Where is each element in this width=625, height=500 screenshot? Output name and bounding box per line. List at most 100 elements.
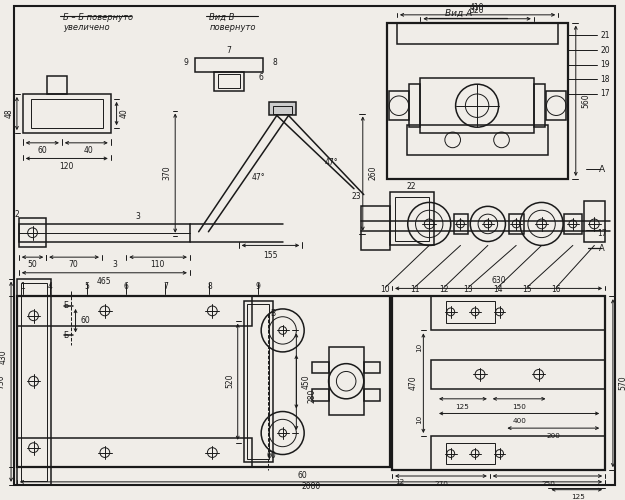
Text: 60: 60 [81, 316, 90, 325]
Text: 60: 60 [266, 451, 276, 460]
Bar [31, 99, 103, 128]
Bar [329, 347, 364, 416]
Text: 1: 1 [21, 282, 25, 291]
Text: 9: 9 [256, 282, 261, 291]
Text: 280: 280 [308, 388, 316, 403]
Bar [392, 296, 605, 470]
Text: 14: 14 [492, 285, 502, 294]
Text: 570: 570 [618, 376, 625, 390]
Text: 12: 12 [395, 479, 404, 485]
Bar [22, 94, 111, 133]
Bar [244, 301, 273, 462]
Text: 150: 150 [512, 404, 526, 409]
Text: 20: 20 [600, 46, 610, 54]
Bar [214, 72, 244, 91]
Text: 60: 60 [298, 470, 307, 480]
Text: 730: 730 [0, 374, 6, 388]
Bar [248, 304, 269, 460]
Text: 120: 120 [59, 162, 74, 171]
Bar [17, 438, 252, 467]
Text: 8: 8 [273, 58, 278, 67]
Bar [395, 196, 429, 240]
Bar [218, 74, 239, 88]
Text: 250: 250 [541, 481, 556, 487]
Text: Вид В: Вид В [209, 14, 235, 22]
Bar [454, 214, 468, 234]
Text: 7: 7 [163, 282, 168, 291]
Text: В: В [271, 310, 276, 318]
Bar [407, 125, 548, 154]
Text: 2080: 2080 [301, 482, 321, 492]
Bar [312, 389, 329, 401]
Text: 10: 10 [416, 342, 422, 351]
Text: 17: 17 [600, 90, 610, 98]
Text: 15: 15 [522, 285, 532, 294]
Text: 125: 125 [571, 494, 584, 500]
Bar [390, 192, 434, 246]
Text: 50: 50 [28, 260, 38, 270]
Text: 9: 9 [183, 58, 188, 67]
Bar [446, 301, 495, 322]
Text: 13: 13 [464, 285, 473, 294]
Bar [546, 91, 566, 120]
Text: 47°: 47° [251, 172, 265, 182]
Bar [269, 102, 296, 116]
Text: 16: 16 [551, 285, 561, 294]
Text: 6: 6 [124, 282, 129, 291]
Text: 40: 40 [120, 108, 129, 118]
Text: 10: 10 [381, 285, 390, 294]
Bar [509, 214, 524, 234]
Text: 3: 3 [136, 212, 141, 220]
Text: 6: 6 [258, 73, 263, 82]
Text: A: A [599, 164, 605, 173]
Text: 8: 8 [207, 282, 212, 291]
Bar [48, 76, 67, 94]
Bar [584, 202, 605, 242]
Text: 430: 430 [0, 350, 8, 364]
Bar [446, 443, 495, 464]
Text: 60: 60 [38, 146, 48, 155]
Text: 4: 4 [48, 282, 53, 291]
Text: 3: 3 [112, 260, 117, 270]
Bar [17, 296, 390, 467]
Text: 17: 17 [598, 229, 607, 238]
Text: 40: 40 [83, 146, 93, 155]
Text: 11: 11 [410, 285, 419, 294]
Bar [388, 22, 568, 179]
Text: 7: 7 [226, 46, 231, 54]
Text: 465: 465 [96, 277, 111, 286]
Bar [273, 106, 292, 114]
Text: 47°: 47° [325, 158, 338, 167]
Text: 470: 470 [409, 376, 418, 390]
Text: 450: 450 [302, 374, 311, 388]
Text: 630: 630 [491, 276, 506, 285]
Text: A: A [599, 244, 605, 253]
Bar [364, 389, 381, 401]
Text: 400: 400 [512, 418, 526, 424]
Text: 560: 560 [581, 94, 590, 108]
Text: увеличено: увеличено [63, 23, 109, 32]
Text: 520: 520 [226, 374, 234, 388]
Text: 22: 22 [407, 182, 416, 192]
Text: Б – Б повернуто: Б – Б повернуто [63, 14, 133, 22]
Text: повернуто: повернуто [209, 23, 256, 32]
Bar [389, 91, 409, 120]
Text: 19: 19 [600, 60, 610, 69]
Bar [19, 218, 46, 248]
Text: 12: 12 [439, 285, 449, 294]
Bar [19, 224, 190, 242]
Bar [364, 362, 381, 374]
Bar [564, 214, 582, 234]
Text: 70: 70 [69, 260, 79, 270]
Text: 10: 10 [416, 414, 422, 424]
Text: Б: Б [63, 331, 68, 340]
Bar [431, 360, 605, 389]
Text: 5: 5 [85, 282, 90, 291]
Text: 200: 200 [546, 433, 560, 439]
Bar [361, 206, 390, 250]
Bar [397, 22, 558, 44]
Text: 370: 370 [163, 166, 172, 180]
Bar [17, 296, 252, 326]
Text: 48: 48 [4, 108, 14, 118]
Text: 2: 2 [14, 210, 19, 218]
